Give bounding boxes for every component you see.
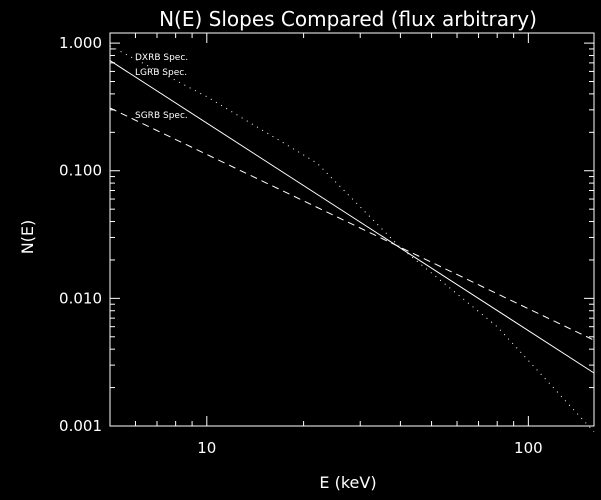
series-line-lgrb — [109, 60, 595, 374]
y-tick-label: 0.010 — [59, 289, 102, 307]
x-axis-label: E (keV) — [319, 473, 376, 492]
axis-ticks — [109, 33, 594, 427]
x-tick-label: 10 — [197, 439, 216, 457]
x-tick-label: 100 — [514, 439, 543, 457]
legend: DXRB Spec. LGRB Spec. SGRB Spec. — [135, 53, 188, 121]
series-lines — [109, 45, 595, 433]
y-tick-label: 0.001 — [59, 417, 102, 435]
legend-label-dxrb: DXRB Spec. — [135, 53, 188, 63]
series-line-dxrb — [109, 45, 595, 433]
legend-label-sgrb: SGRB Spec. — [135, 111, 188, 121]
y-tick-label: 0.100 — [59, 162, 102, 180]
legend-label-lgrb: LGRB Spec. — [135, 68, 187, 78]
chart-title: N(E) Slopes Compared (flux arbitrary) — [159, 7, 537, 31]
y-axis-label: N(E) — [18, 220, 37, 255]
plot-frame — [109, 32, 595, 427]
series-line-sgrb — [109, 107, 595, 341]
y-tick-label: 1.000 — [59, 34, 102, 52]
tick-labels: 10 100 0.001 0.010 0.100 1.000 — [59, 34, 543, 457]
